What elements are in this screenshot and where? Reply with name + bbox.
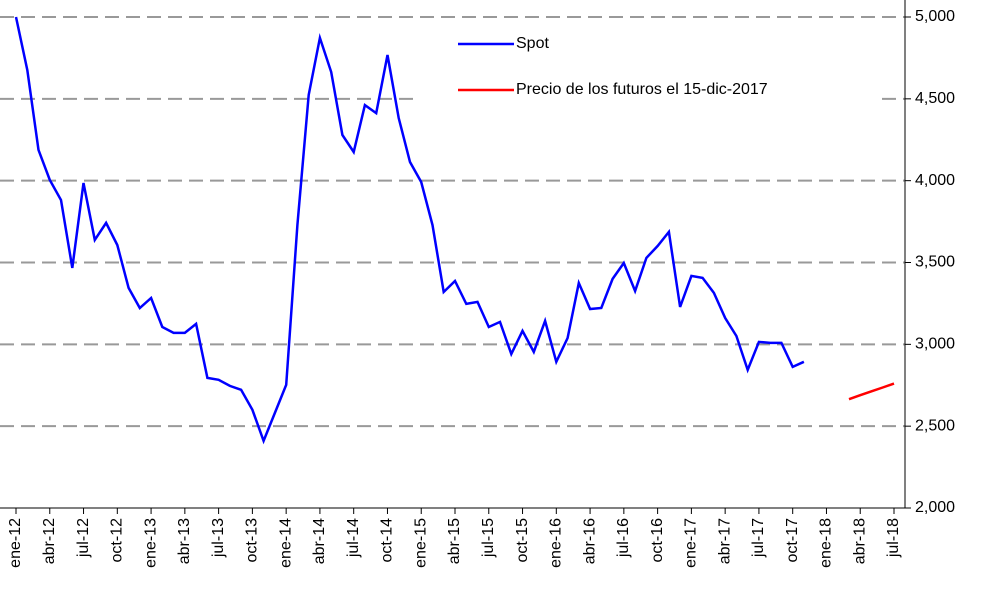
x-tick-label: jul-13: [210, 518, 227, 558]
x-tick-label: ene-15: [412, 518, 429, 568]
x-tick-label: ene-17: [683, 518, 700, 568]
x-tick-label: abr-12: [41, 518, 58, 564]
x-tick-label: jul-18: [885, 518, 902, 558]
x-tick-label: abr-14: [311, 518, 328, 564]
y-tick-label: 5,000: [915, 8, 955, 25]
x-tick-label: jul-12: [75, 518, 92, 558]
x-tick-label: abr-16: [581, 518, 598, 564]
x-tick-label: oct-15: [514, 518, 531, 563]
x-tick-label: oct-13: [244, 518, 261, 563]
x-tick-label: jul-15: [480, 518, 497, 558]
y-tick-label: 2,500: [915, 417, 955, 434]
x-tick-label: abr-15: [446, 518, 463, 564]
x-tick-label: abr-13: [176, 518, 193, 564]
x-tick-label: oct-12: [109, 518, 126, 563]
x-tick-label: oct-17: [784, 518, 801, 563]
x-tick-label: ene-16: [548, 518, 565, 568]
x-tick-label: ene-12: [7, 518, 24, 568]
x-tick-label: oct-14: [379, 518, 396, 563]
x-tick-label: abr-18: [851, 518, 868, 564]
y-tick-label: 3,000: [915, 336, 955, 353]
x-tick-label: ene-13: [142, 518, 159, 568]
y-tick-label: 4,000: [915, 172, 955, 189]
legend-box: [420, 28, 880, 108]
x-tick-label: oct-16: [649, 518, 666, 563]
x-tick-label: jul-14: [345, 518, 362, 558]
x-tick-label: jul-16: [615, 518, 632, 558]
y-tick-label: 3,500: [915, 254, 955, 271]
series-line: [14, 16, 805, 445]
x-tick-label: jul-17: [750, 518, 767, 558]
x-tick-label: ene-14: [277, 518, 294, 568]
legend-label: Precio de los futuros el 15-dic-2017: [516, 81, 768, 98]
y-tick-label: 2,000: [915, 499, 955, 516]
series-line: [848, 382, 895, 401]
x-tick-label: abr-17: [716, 518, 733, 564]
x-tick-label: ene-18: [818, 518, 835, 568]
y-tick-label: 4,500: [915, 90, 955, 107]
legend-label: Spot: [516, 35, 549, 52]
